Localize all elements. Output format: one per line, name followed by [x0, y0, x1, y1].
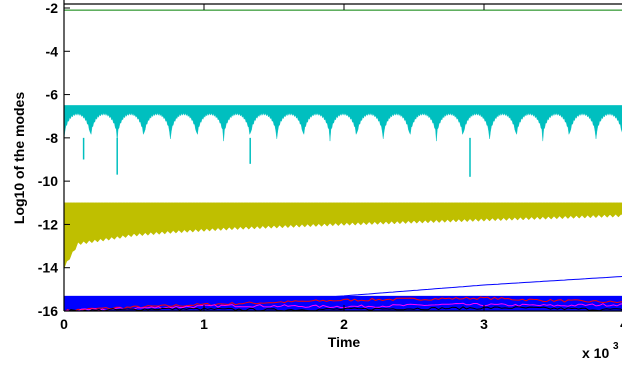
x-axis-label: Time — [328, 334, 361, 350]
x-multiplier-label: x 10 — [582, 345, 609, 361]
tick-labels: 0 1 2 3 4 -16 -14 -12 -10 -8 -6 -4 -2 — [38, 0, 622, 332]
y-tick-label-3: -10 — [38, 173, 58, 189]
series-band-2 — [64, 202, 622, 269]
x-tick-label-0: 0 — [60, 316, 68, 332]
x-tick-label-4: 4 — [620, 316, 622, 332]
series-line-4 — [64, 276, 622, 311]
y-tick-label-1: -14 — [38, 260, 58, 276]
y-tick-label-0: -16 — [38, 303, 58, 319]
x-tick-label-3: 3 — [480, 316, 488, 332]
y-tick-label-4: -8 — [46, 130, 59, 146]
series-layer — [64, 9, 622, 311]
y-tick-label-6: -4 — [46, 43, 59, 59]
y-tick-label-5: -6 — [46, 87, 59, 103]
y-tick-label-2: -12 — [38, 216, 58, 232]
x-tick-label-2: 2 — [340, 316, 348, 332]
axes — [63, 0, 622, 312]
series-band-1 — [64, 105, 622, 142]
y-axis-label: Log10 of the modes — [11, 92, 27, 224]
x-tick-label-1: 1 — [200, 316, 208, 332]
series-line-5 — [64, 296, 622, 311]
y-tick-label-7: -2 — [46, 0, 59, 16]
x-multiplier-exponent: 3 — [613, 341, 619, 352]
